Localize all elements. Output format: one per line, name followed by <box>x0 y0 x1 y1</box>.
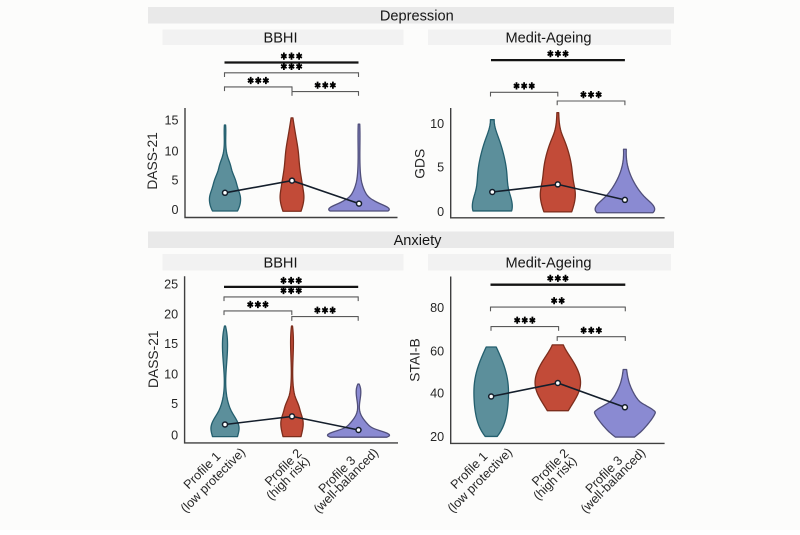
svg-text:20: 20 <box>430 430 444 444</box>
svg-text:10: 10 <box>430 117 444 131</box>
svg-text:GDS: GDS <box>412 149 427 179</box>
svg-text:60: 60 <box>430 344 444 358</box>
svg-text:10: 10 <box>164 367 178 381</box>
svg-text:DASS-21: DASS-21 <box>146 330 161 388</box>
svg-text:BBHI: BBHI <box>263 30 297 46</box>
svg-text:0: 0 <box>171 203 178 217</box>
svg-text:Medit-Ageing: Medit-Ageing <box>506 30 592 46</box>
svg-text:Depression: Depression <box>380 8 454 24</box>
svg-text:40: 40 <box>430 386 444 400</box>
svg-text:10: 10 <box>164 145 178 159</box>
svg-text:5: 5 <box>437 160 444 174</box>
svg-text:15: 15 <box>164 114 178 128</box>
svg-text:0: 0 <box>437 205 444 219</box>
svg-text:DASS-21: DASS-21 <box>145 132 160 190</box>
svg-text:5: 5 <box>171 174 178 188</box>
svg-text:20: 20 <box>164 307 178 321</box>
svg-text:25: 25 <box>164 278 178 292</box>
svg-text:BBHI: BBHI <box>263 255 297 271</box>
svg-text:15: 15 <box>164 337 178 351</box>
svg-text:Medit-Ageing: Medit-Ageing <box>506 255 592 271</box>
svg-text:5: 5 <box>171 397 178 411</box>
svg-text:STAI-B: STAI-B <box>408 338 423 381</box>
svg-text:0: 0 <box>171 429 178 443</box>
svg-text:Anxiety: Anxiety <box>394 233 443 249</box>
svg-text:80: 80 <box>430 301 444 315</box>
